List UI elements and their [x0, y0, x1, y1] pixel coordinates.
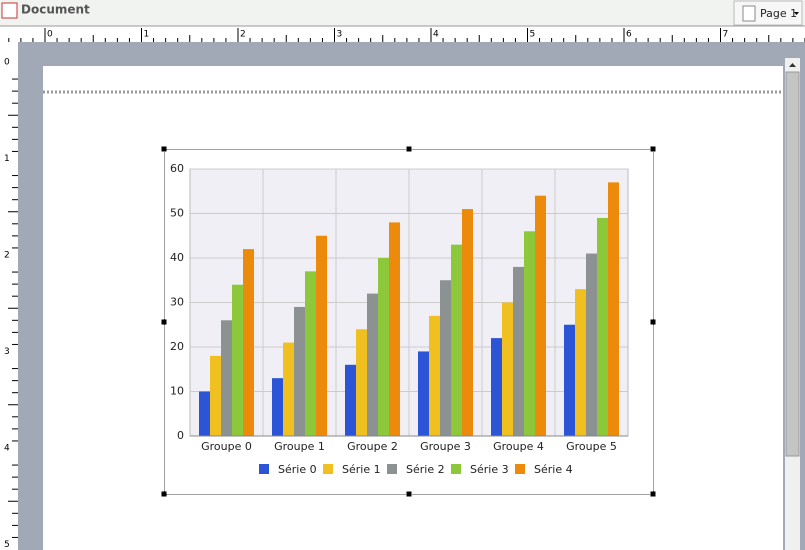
page-icon: [742, 5, 756, 22]
legend-swatch: [387, 464, 397, 474]
bar: [232, 284, 243, 436]
resize-handle[interactable]: [406, 146, 412, 152]
ruler-label: 1: [144, 30, 150, 40]
bar: [575, 289, 586, 436]
y-tick-label: 30: [170, 296, 184, 309]
ruler-label: 7: [723, 30, 729, 40]
bar: [305, 271, 316, 436]
y-tick-label: 50: [170, 207, 184, 220]
horizontal-ruler: [0, 27, 805, 42]
bar: [243, 249, 254, 436]
legend-label: Série 1: [342, 463, 381, 476]
bar: [462, 209, 473, 436]
ruler-label: 0: [47, 30, 53, 40]
ruler-label: 3: [4, 347, 10, 357]
ruler-label: 0: [4, 58, 10, 68]
legend-swatch: [515, 464, 525, 474]
bar: [345, 364, 356, 436]
bar: [440, 280, 451, 436]
y-tick-label: 60: [170, 162, 184, 175]
resize-handle[interactable]: [161, 491, 167, 497]
x-tick-label: Groupe 2: [347, 440, 398, 453]
legend-swatch: [259, 464, 269, 474]
bar: [429, 315, 440, 436]
page-button-label[interactable]: Page 1: [760, 7, 797, 20]
ruler-label: 4: [433, 30, 439, 40]
resize-handle[interactable]: [161, 319, 167, 325]
x-tick-label: Groupe 0: [201, 440, 252, 453]
x-tick-label: Groupe 4: [493, 440, 544, 453]
bar: [356, 329, 367, 436]
document-icon: [1, 2, 18, 19]
bar: [535, 195, 546, 436]
ruler-label: 3: [337, 30, 343, 40]
bar: [491, 338, 502, 436]
scrollbar-thumb[interactable]: [785, 71, 800, 457]
bar: [389, 222, 400, 436]
ruler-label: 4: [4, 444, 10, 454]
bar: [283, 342, 294, 436]
y-tick-label: 40: [170, 251, 184, 264]
scroll-up[interactable]: [789, 63, 796, 67]
title-bar: [0, 0, 805, 26]
resize-handle[interactable]: [650, 491, 656, 497]
bar: [316, 235, 327, 436]
bar: [502, 302, 513, 436]
bar: [294, 306, 305, 436]
legend-label: Série 3: [470, 463, 509, 476]
ruler-label: 5: [4, 540, 10, 550]
ruler-label: 5: [530, 30, 536, 40]
bar: [367, 293, 378, 436]
bar: [524, 231, 535, 436]
bar: [199, 391, 210, 436]
ruler-label: 2: [240, 30, 246, 40]
bar: [597, 217, 608, 436]
bar: [272, 378, 283, 436]
x-tick-label: Groupe 1: [274, 440, 325, 453]
window-title: Document: [21, 3, 90, 17]
bar: [608, 182, 619, 436]
x-tick-label: Groupe 5: [566, 440, 617, 453]
resize-handle[interactable]: [161, 146, 167, 152]
bar: [451, 244, 462, 436]
ruler-label: 1: [4, 154, 10, 164]
legend-label: Série 2: [406, 463, 445, 476]
bar: [221, 320, 232, 436]
bar: [210, 355, 221, 436]
bar: [564, 324, 575, 436]
x-tick-label: Groupe 3: [420, 440, 471, 453]
dropdown-arrow[interactable]: [794, 12, 799, 15]
legend-swatch: [451, 464, 461, 474]
y-tick-label: 20: [170, 340, 184, 353]
resize-handle[interactable]: [406, 491, 412, 497]
legend-swatch: [323, 464, 333, 474]
resize-handle[interactable]: [650, 319, 656, 325]
bar: [378, 258, 389, 436]
bar: [513, 266, 524, 436]
legend-label: Série 4: [534, 463, 573, 476]
ruler-label: 6: [626, 30, 632, 40]
bar: [418, 351, 429, 436]
y-tick-label: 10: [170, 385, 184, 398]
vertical-ruler: [0, 42, 18, 550]
y-tick-label: 0: [177, 429, 184, 442]
ruler-label: 2: [4, 251, 10, 261]
resize-handle[interactable]: [650, 146, 656, 152]
legend-label: Série 0: [278, 463, 317, 476]
bar: [586, 253, 597, 436]
